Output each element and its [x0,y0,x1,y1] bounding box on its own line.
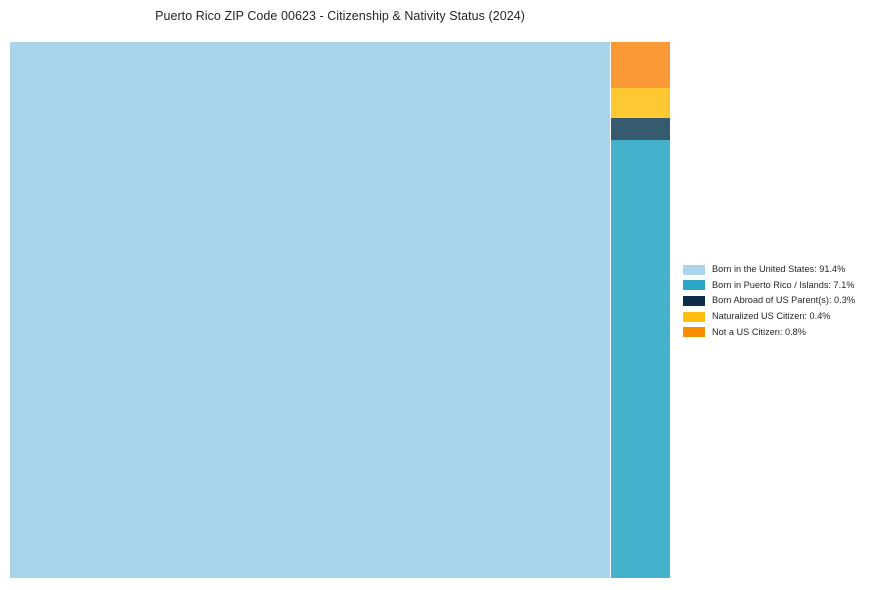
legend-item-born-abroad-of-us-parents[interactable]: Born Abroad of US Parent(s): 0.3% [683,293,883,309]
legend-item-label: Born in the United States: 91.4% [712,264,846,275]
treemap-tile-born-in-the-united-states[interactable] [10,42,610,578]
treemap-tile-not-a-us-citizen[interactable] [611,42,670,88]
legend-item-born-in-puerto-rico-islands[interactable]: Born in Puerto Rico / Islands: 7.1% [683,278,883,294]
legend-item-not-a-us-citizen[interactable]: Not a US Citizen: 0.8% [683,324,883,340]
treemap-tile-born-abroad-of-us-parents[interactable] [611,118,670,140]
treemap-tile-naturalized-us-citizen[interactable] [611,88,670,118]
legend-swatch-icon [683,264,705,275]
treemap-plot-area [10,42,670,578]
legend-item-naturalized-us-citizen[interactable]: Naturalized US Citizen: 0.4% [683,309,883,325]
legend-swatch-icon [683,295,705,306]
treemap-tile-born-in-puerto-rico-islands[interactable] [611,140,670,578]
legend-swatch-icon [683,311,705,322]
legend-item-label: Not a US Citizen: 0.8% [712,326,806,337]
legend-swatch-icon [683,327,705,338]
legend-item-label: Naturalized US Citizen: 0.4% [712,310,831,321]
chart-title: Puerto Rico ZIP Code 00623 - Citizenship… [155,9,525,23]
treemap-right-column [611,42,670,578]
chart-legend: Born in the United States: 91.4% Born in… [683,262,883,340]
legend-item-label: Born Abroad of US Parent(s): 0.3% [712,295,855,306]
legend-swatch-icon [683,280,705,291]
legend-item-born-in-the-united-states[interactable]: Born in the United States: 91.4% [683,262,883,278]
legend-item-label: Born in Puerto Rico / Islands: 7.1% [712,279,855,290]
